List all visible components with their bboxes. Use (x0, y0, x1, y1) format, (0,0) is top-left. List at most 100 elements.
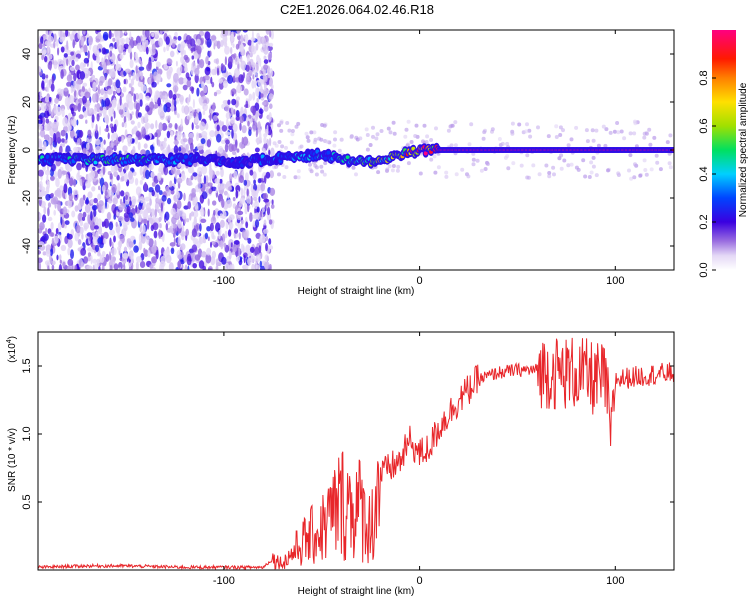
heatmap-speckle (606, 168, 610, 173)
heatmap-speckle (246, 54, 250, 63)
heatmap-speckle (667, 161, 672, 166)
heatmap-speckle (390, 168, 395, 173)
heatmap-speckle (561, 128, 565, 133)
heatmap-speckle (176, 177, 183, 184)
heatmap-speckle (216, 40, 221, 49)
heatmap-speckle (500, 141, 505, 146)
heatmap-speckle (206, 247, 212, 256)
heatmap-speckle (454, 172, 459, 177)
heatmap-speckle (78, 258, 83, 269)
heatmap-speckle (475, 158, 480, 163)
heatmap-speckle (263, 64, 269, 70)
heatmap-speckle (460, 167, 465, 172)
heatmap-speckle (96, 30, 102, 33)
heatmap-speckle (135, 92, 139, 100)
heatmap-speckle (133, 239, 136, 245)
heatmap-speckle (134, 52, 138, 60)
heatmap-speckle (471, 162, 476, 167)
heatmap-speckle (583, 174, 588, 179)
heatmap-speckle (62, 261, 66, 268)
heatmap-speckle (144, 30, 150, 38)
heatmap-speckle (230, 37, 234, 42)
heatmap-speckle (91, 186, 96, 192)
heatmap-speckle (214, 178, 220, 184)
heatmap-speckle (116, 211, 120, 217)
heatmap-speckle (160, 202, 163, 212)
heatmap-speckle (123, 246, 128, 253)
heatmap-speckle (166, 44, 170, 52)
heatmap-speckle (235, 116, 241, 121)
heatmap-speckle (652, 135, 657, 140)
heatmap-speckle (45, 74, 49, 79)
heatmap-speckle (322, 123, 327, 128)
heatmap-speckle (92, 264, 95, 270)
heatmap-speckle (240, 34, 244, 44)
heatmap-speckle (149, 264, 154, 269)
heatmap-speckle (112, 37, 116, 42)
heatmap-speckle (224, 230, 228, 239)
heatmap-speckle (149, 217, 153, 224)
heatmap-speckle (178, 146, 182, 152)
heatmap-speckle (224, 105, 230, 112)
heatmap-speckle (135, 205, 138, 213)
heatmap-speckle (197, 57, 200, 64)
heatmap-speckle (305, 135, 310, 140)
heatmap-speckle (130, 120, 135, 125)
heatmap-speckle (668, 133, 673, 138)
heatmap-speckle (251, 39, 254, 49)
heatmap-speckle (66, 81, 72, 87)
heatmap-speckle (142, 30, 145, 35)
heatmap-speckle (385, 167, 390, 172)
heatmap-speckle (643, 168, 648, 172)
heatmap-speckle (57, 47, 60, 56)
heatmap-speckle (269, 103, 273, 109)
heatmap-speckle (58, 234, 61, 240)
heatmap-speckle (471, 157, 476, 162)
heatmap-speckle (160, 106, 163, 112)
heatmap-speckle (654, 153, 659, 158)
heatmap-speckle (119, 95, 122, 106)
heatmap-speckle (199, 121, 206, 131)
heatmap-speckle (213, 91, 218, 97)
heatmap-speckle (263, 59, 269, 64)
heatmap-speckle (221, 103, 226, 110)
heatmap-speckle (53, 104, 58, 114)
heatmap-speckle (121, 136, 124, 143)
heatmap-ridge-cell (45, 154, 50, 160)
heatmap-speckle (81, 86, 85, 93)
heatmap-speckle (616, 130, 621, 135)
heatmap-speckle (162, 141, 167, 149)
heatmap-speckle (191, 122, 194, 131)
heatmap-speckle (48, 137, 52, 146)
heatmap-speckle (74, 205, 79, 212)
heatmap-speckle (132, 171, 137, 177)
heatmap-speckle (183, 254, 187, 263)
heatmap-speckle (190, 142, 194, 152)
heatmap-speckle (132, 145, 136, 156)
heatmap-speckle (87, 255, 91, 262)
heatmap-speckle (234, 228, 239, 234)
heatmap-speckle (165, 223, 168, 231)
heatmap-speckle (39, 212, 42, 219)
heatmap-speckle (173, 232, 176, 238)
heatmap-speckle (127, 113, 131, 122)
heatmap-speckle (236, 84, 243, 94)
colorbar-tick-label: 0.6 (698, 118, 710, 133)
heatmap-speckle (101, 184, 106, 193)
heatmap-speckle (104, 128, 110, 132)
heatmap-speckle (268, 78, 273, 86)
heatmap-speckle (60, 244, 67, 252)
heatmap-speckle (644, 172, 649, 177)
heatmap-speckle (139, 261, 146, 268)
heatmap-speckle (77, 169, 80, 178)
heatmap-speckle (224, 56, 227, 66)
heatmap-speckle (194, 117, 199, 124)
heatmap-speckle (268, 149, 271, 156)
heatmap-speckle (108, 107, 114, 117)
heatmap-speckle (245, 172, 249, 182)
heatmap-speckle (158, 190, 163, 196)
heatmap-speckle (58, 145, 63, 154)
heatmap-speckle (223, 190, 228, 196)
heatmap-speckle (482, 130, 487, 135)
heatmap-speckle (527, 128, 532, 133)
